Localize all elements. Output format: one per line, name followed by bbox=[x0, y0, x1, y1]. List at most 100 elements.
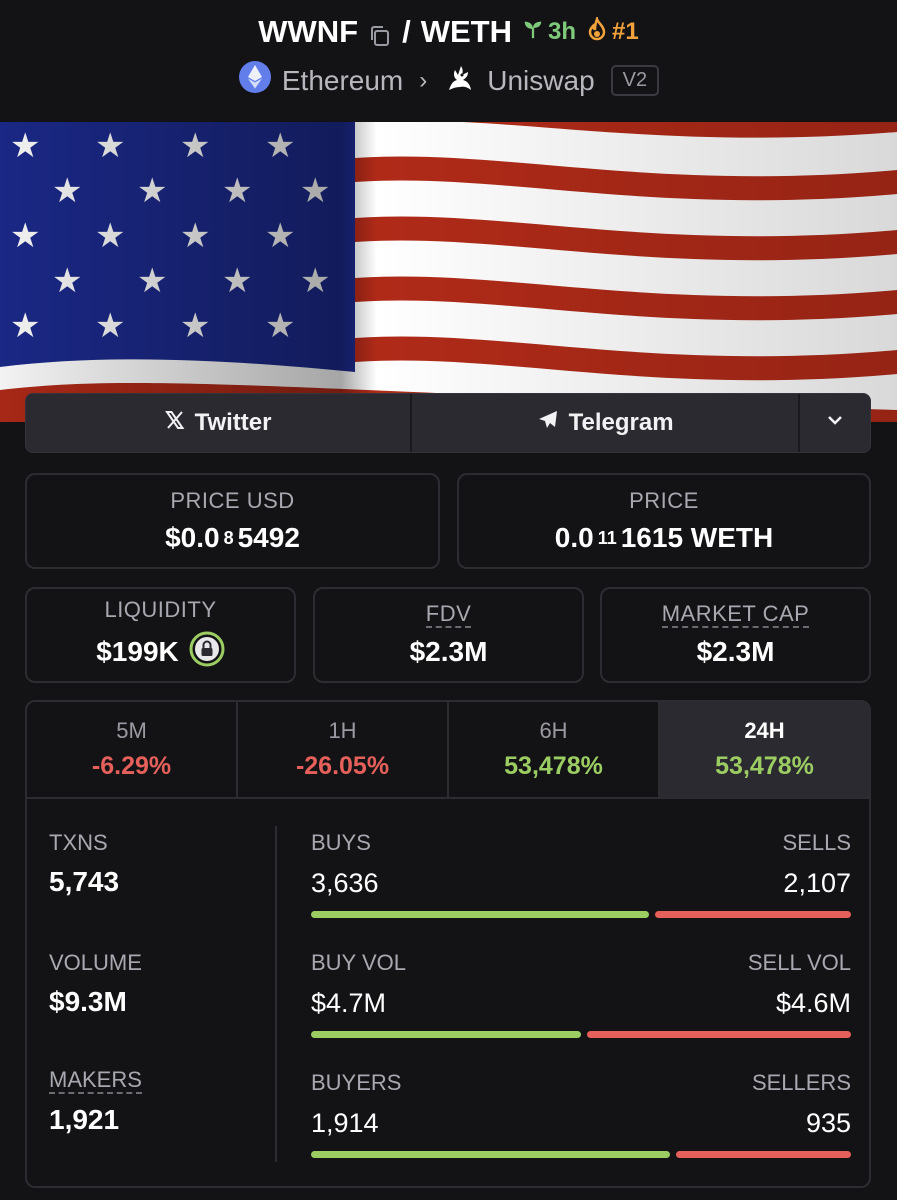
sell-vol-label: SELL VOL bbox=[747, 950, 851, 975]
x-logo-icon bbox=[164, 409, 185, 437]
makers-metric: MAKERS 1,921 bbox=[49, 1068, 142, 1136]
sellers-value: 935 bbox=[805, 1108, 851, 1138]
buyers-sellers-metric: BUYERS SELLERS 1,914 935 bbox=[311, 1070, 851, 1158]
buyers-label: BUYERS bbox=[311, 1070, 402, 1095]
age-label: 3h bbox=[548, 18, 577, 45]
buyers-sellers-ratio-bar bbox=[311, 1151, 851, 1158]
sells-label: SELLS bbox=[782, 830, 852, 855]
txns-value: 5,743 bbox=[49, 866, 120, 897]
pair-title-row: WWNF / WETH 3h #1 bbox=[0, 14, 897, 50]
volume-value: $9.3M bbox=[49, 986, 127, 1017]
buys-value: 3,636 bbox=[311, 868, 379, 898]
sells-value: 2,107 bbox=[783, 868, 851, 898]
buyers-bar bbox=[311, 1151, 670, 1158]
ethereum-icon[interactable] bbox=[238, 60, 272, 101]
buy-vol-label: BUY VOL bbox=[311, 950, 406, 975]
pair-age: 3h bbox=[522, 18, 576, 47]
price-usd-prefix: $0.0 bbox=[165, 522, 220, 553]
buy-sell-volume-ratio-bar bbox=[311, 1031, 851, 1038]
chevron-down-icon bbox=[825, 409, 845, 437]
buy-sell-volume-metric: BUY VOL SELL VOL $4.7M $4.6M bbox=[311, 950, 851, 1038]
tab-change: -26.05% bbox=[295, 752, 390, 780]
rank-label: #1 bbox=[612, 18, 639, 45]
chain-dex-row: Ethereum › Uniswap V2 bbox=[0, 60, 897, 101]
lock-icon[interactable] bbox=[189, 631, 225, 674]
social-links-bar: Twitter Telegram bbox=[25, 393, 871, 453]
price-native-value: 0.0 11 1615 WETH bbox=[555, 522, 773, 554]
telegram-button[interactable]: Telegram bbox=[412, 394, 801, 452]
tab-24h[interactable]: 24H 53,478% bbox=[660, 702, 869, 797]
timeframe-tabs: 5M -6.29% 1H -26.05% 6H 53,478% 24H 53,4… bbox=[27, 702, 869, 799]
price-usd-label: PRICE USD bbox=[170, 488, 295, 513]
txns-label: TXNS bbox=[49, 830, 108, 855]
fdv-value: $2.3M bbox=[409, 636, 488, 667]
market-cap-card: MARKET CAP $2.3M bbox=[600, 587, 871, 683]
base-token-symbol: WWNF bbox=[258, 14, 359, 49]
quote-token-symbol: WETH bbox=[420, 14, 512, 49]
stats-panel: 5M -6.29% 1H -26.05% 6H 53,478% 24H 53,4… bbox=[25, 700, 871, 1188]
buy-vol-bar bbox=[311, 1031, 581, 1038]
price-native-digits: 1615 WETH bbox=[620, 522, 774, 553]
token-banner-image: ★ ★ ★ ★ ★ ★ ★ ★ ★ ★ ★ ★ ★ ★ ★ ★ ★ ★ ★ ★ bbox=[0, 122, 897, 422]
copy-icon[interactable] bbox=[368, 20, 392, 46]
liquidity-value-row: $199K bbox=[96, 631, 225, 674]
pair-header: WWNF / WETH 3h #1 Ethereum › Uniswap V2 bbox=[0, 0, 897, 120]
buys-label: BUYS bbox=[311, 830, 371, 855]
tab-6h[interactable]: 6H 53,478% bbox=[449, 702, 660, 797]
fdv-card: FDV $2.3M bbox=[313, 587, 584, 683]
tab-label: 6H bbox=[539, 718, 568, 743]
chevron-right-icon: › bbox=[419, 66, 428, 94]
makers-label[interactable]: MAKERS bbox=[49, 1067, 142, 1094]
sellers-bar bbox=[676, 1151, 851, 1158]
twitter-label: Twitter bbox=[194, 409, 272, 436]
sell-vol-value: $4.6M bbox=[775, 988, 851, 1018]
market-cap-label[interactable]: MARKET CAP bbox=[661, 601, 810, 628]
buys-sells-ratio-bar bbox=[311, 911, 851, 918]
tab-change: 53,478% bbox=[504, 752, 603, 780]
buys-sells-metric: BUYS SELLS 3,636 2,107 bbox=[311, 830, 851, 918]
buy-vol-value: $4.7M bbox=[311, 988, 387, 1018]
flame-icon bbox=[586, 14, 608, 48]
tab-change: 53,478% bbox=[715, 752, 814, 780]
buyers-value: 1,914 bbox=[311, 1108, 379, 1138]
volume-metric: VOLUME $9.3M bbox=[49, 950, 142, 1018]
txns-metric: TXNS 5,743 bbox=[49, 830, 119, 898]
more-links-button[interactable] bbox=[800, 394, 870, 452]
sellers-label: SELLERS bbox=[751, 1070, 851, 1095]
sells-bar bbox=[655, 911, 851, 918]
volume-label: VOLUME bbox=[49, 950, 142, 975]
price-native-card: PRICE 0.0 11 1615 WETH bbox=[457, 473, 871, 569]
price-usd-digits: 5492 bbox=[237, 522, 300, 553]
tab-label: 5M bbox=[116, 718, 147, 743]
stats-divider bbox=[275, 826, 277, 1162]
dex-name[interactable]: Uniswap bbox=[487, 64, 595, 96]
price-usd-card: PRICE USD $0.0 8 5492 bbox=[25, 473, 440, 569]
twitter-button[interactable]: Twitter bbox=[26, 394, 413, 452]
seedling-icon bbox=[522, 18, 544, 47]
liquidity-card: LIQUIDITY $199K bbox=[25, 587, 296, 683]
sell-vol-bar bbox=[587, 1031, 851, 1038]
chain-name[interactable]: Ethereum bbox=[281, 64, 404, 96]
fdv-label[interactable]: FDV bbox=[425, 601, 472, 628]
tab-change: -6.29% bbox=[91, 752, 172, 780]
makers-value: 1,921 bbox=[49, 1104, 120, 1135]
tab-label: 1H bbox=[328, 718, 357, 743]
dex-version-badge: V2 bbox=[610, 65, 660, 96]
price-usd-zero-count: 8 bbox=[223, 527, 234, 548]
market-cap-value: $2.3M bbox=[696, 636, 775, 667]
price-native-zero-count: 11 bbox=[597, 527, 617, 548]
liquidity-label: LIQUIDITY bbox=[104, 596, 217, 622]
price-native-label: PRICE bbox=[629, 488, 699, 513]
paper-plane-icon bbox=[537, 409, 559, 438]
tab-5m[interactable]: 5M -6.29% bbox=[27, 702, 238, 797]
liquidity-value: $199K bbox=[96, 636, 179, 667]
unicorn-icon[interactable] bbox=[443, 60, 477, 101]
buys-bar bbox=[311, 911, 649, 918]
tab-label: 24H bbox=[744, 718, 785, 743]
price-native-prefix: 0.0 bbox=[554, 522, 594, 553]
trending-rank[interactable]: #1 bbox=[586, 14, 639, 48]
tab-1h[interactable]: 1H -26.05% bbox=[238, 702, 449, 797]
telegram-label: Telegram bbox=[568, 409, 674, 436]
price-usd-value: $0.0 8 5492 bbox=[165, 522, 300, 554]
pair-separator: / bbox=[402, 14, 411, 49]
